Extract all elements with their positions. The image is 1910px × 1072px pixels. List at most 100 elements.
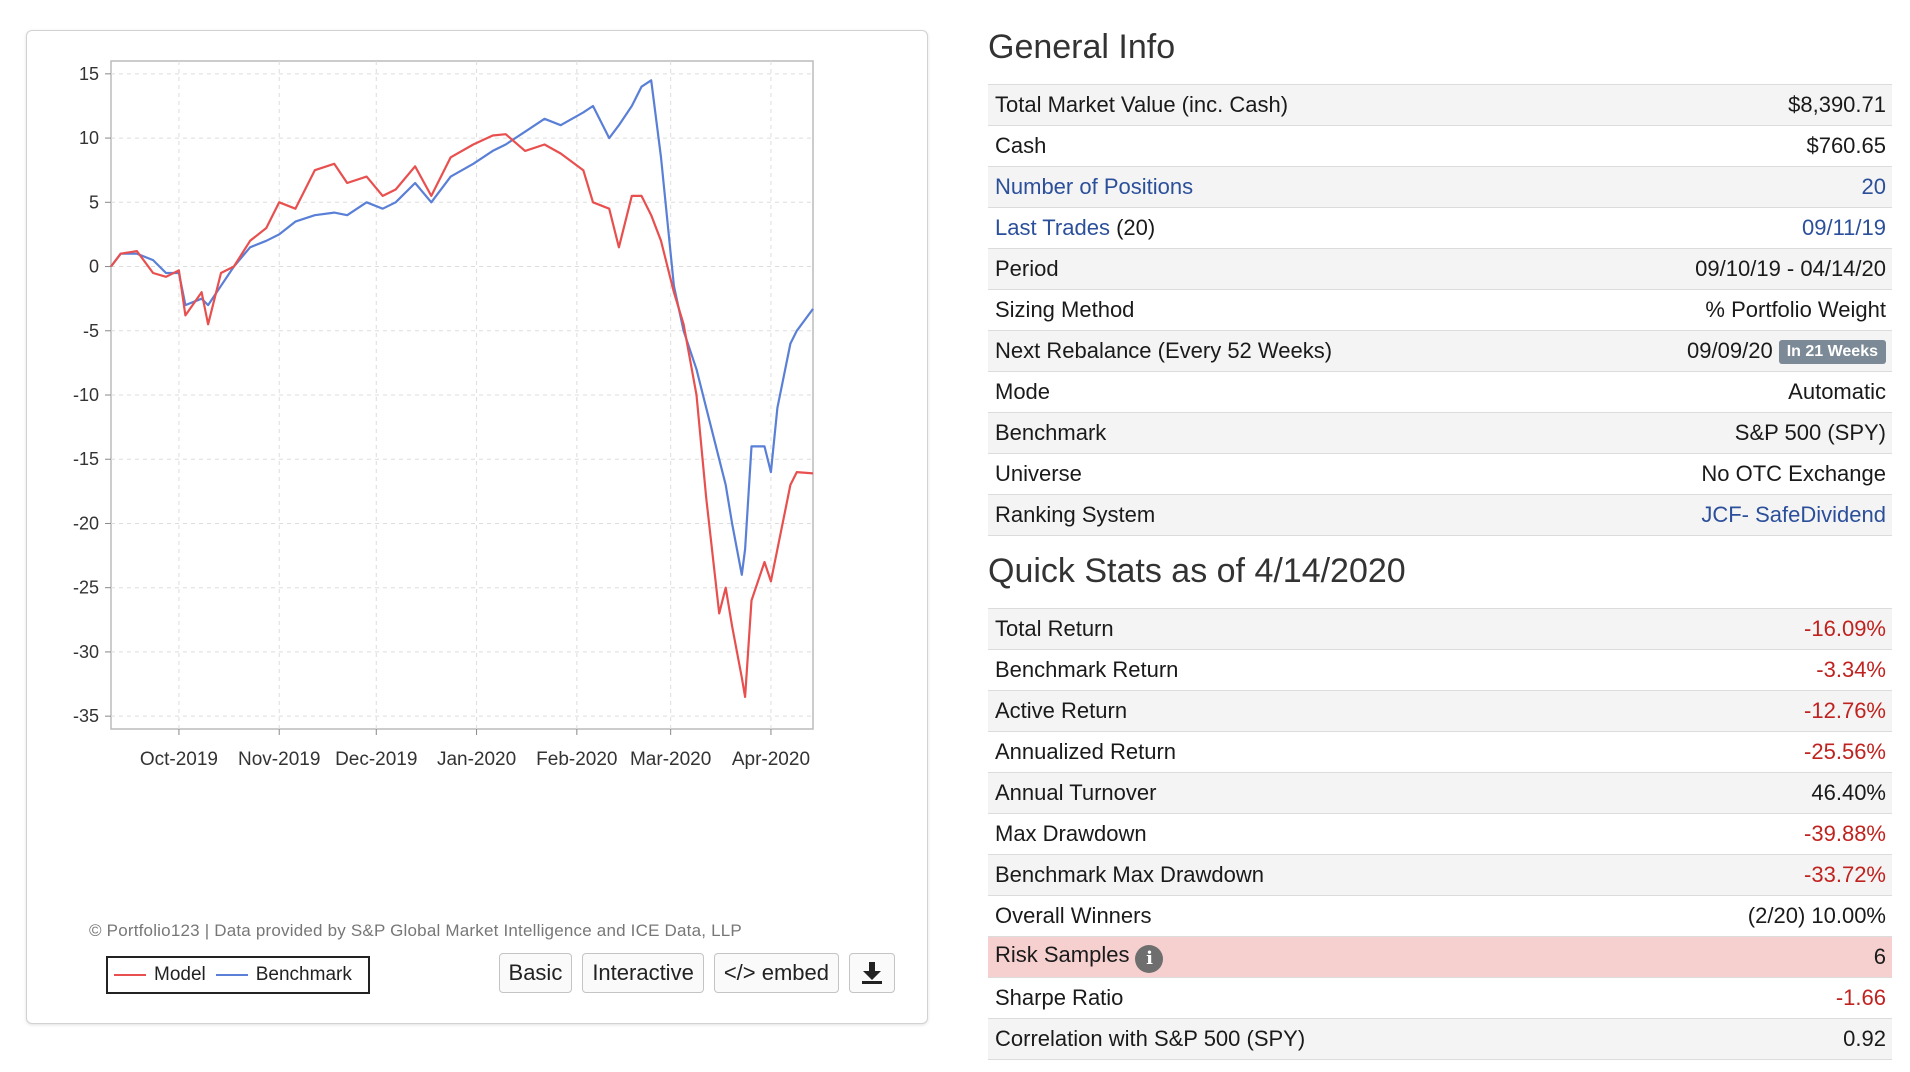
positions-count-link[interactable]: 20	[1861, 174, 1886, 199]
row-label: Max Drawdown	[988, 813, 1604, 855]
chart-view-buttons: Basic Interactive </> embed	[498, 953, 895, 993]
row-label: Total Return	[988, 608, 1604, 650]
row-total-return: Total Return -16.09%	[988, 608, 1892, 650]
row-annualized-return: Annualized Return -25.56%	[988, 731, 1892, 773]
row-value: $760.65	[1551, 125, 1892, 167]
quick-stats-table: Total Return -16.09% Benchmark Return -3…	[988, 608, 1892, 1060]
row-value: 46.40%	[1603, 772, 1892, 814]
x-tick-label: Jan-2020	[437, 749, 516, 770]
row-active-return: Active Return -12.76%	[988, 690, 1892, 732]
chart-credit: © Portfolio123 | Data provided by S&P Gl…	[89, 921, 742, 940]
row-label: Period	[988, 248, 1552, 290]
row-value: -12.76%	[1603, 690, 1892, 732]
row-ranking-system: Ranking System JCF- SafeDividend	[988, 494, 1892, 536]
y-tick-label: -10	[73, 385, 99, 405]
ranking-system-link[interactable]: JCF- SafeDividend	[1701, 502, 1886, 527]
row-value: -25.56%	[1603, 731, 1892, 773]
info-icon[interactable]: i	[1135, 944, 1164, 973]
row-value: Automatic	[1551, 371, 1892, 413]
row-label: Annual Turnover	[988, 772, 1604, 814]
row-period: Period 09/10/19 - 04/14/20	[988, 248, 1892, 290]
download-icon	[862, 962, 882, 984]
rebalance-badge: In 21 Weeks	[1778, 340, 1886, 364]
interactive-button[interactable]: Interactive	[582, 953, 704, 993]
row-value: -3.34%	[1603, 649, 1892, 691]
legend-item-model: Model	[114, 964, 206, 986]
row-correlation: Correlation with S&P 500 (SPY) 0.92	[988, 1018, 1892, 1060]
row-benchmark: Benchmark S&P 500 (SPY)	[988, 412, 1892, 454]
row-label: Overall Winners	[988, 895, 1604, 937]
y-tick-label: 15	[79, 64, 99, 84]
y-tick-label: 0	[89, 257, 99, 277]
row-label: Universe	[988, 453, 1552, 495]
last-trades-link[interactable]: Last Trades	[995, 215, 1110, 240]
general-info-title: General Info	[988, 28, 1176, 66]
row-last-trades: Last Trades (20) 09/11/19	[988, 207, 1892, 249]
row-label: Active Return	[988, 690, 1604, 732]
row-universe: Universe No OTC Exchange	[988, 453, 1892, 495]
row-value: -1.66	[1603, 977, 1892, 1019]
row-cash: Cash $760.65	[988, 125, 1892, 167]
row-value: 0.92	[1603, 1018, 1892, 1060]
row-label: Total Market Value (inc. Cash)	[988, 84, 1552, 126]
y-tick-label: -20	[73, 513, 99, 533]
y-tick-label: -30	[73, 642, 99, 662]
y-tick-label: -15	[73, 449, 99, 469]
download-button[interactable]	[849, 953, 895, 993]
last-trade-date-link[interactable]: 09/11/19	[1801, 215, 1886, 240]
series-line-model	[110, 133, 814, 698]
row-label: Benchmark Return	[988, 649, 1604, 691]
y-tick-label: -25	[73, 578, 99, 598]
row-value: -16.09%	[1603, 608, 1892, 650]
row-next-rebalance: Next Rebalance (Every 52 Weeks) 09/09/20…	[988, 330, 1892, 372]
row-label: Next Rebalance (Every 52 Weeks)	[988, 330, 1552, 372]
legend-label-model: Model	[154, 964, 206, 985]
row-label: Sharpe Ratio	[988, 977, 1604, 1019]
row-benchmark-return: Benchmark Return -3.34%	[988, 649, 1892, 691]
basic-button[interactable]: Basic	[498, 953, 573, 993]
row-value: -33.72%	[1603, 854, 1892, 896]
x-tick-label: Mar-2020	[630, 749, 711, 770]
row-label: Ranking System	[988, 494, 1552, 536]
row-label: Benchmark Max Drawdown	[988, 854, 1604, 896]
y-tick-label: 5	[89, 192, 99, 212]
legend-swatch-model	[114, 974, 146, 976]
embed-button[interactable]: </> embed	[713, 953, 839, 993]
row-value: No OTC Exchange	[1551, 453, 1892, 495]
number-of-positions-link[interactable]: Number of Positions	[995, 174, 1194, 199]
row-total-market-value: Total Market Value (inc. Cash) $8,390.71	[988, 84, 1892, 126]
row-annual-turnover: Annual Turnover 46.40%	[988, 772, 1892, 814]
row-label: Sizing Method	[988, 289, 1552, 331]
row-value: 09/10/19 - 04/14/20	[1551, 248, 1892, 290]
row-mode: Mode Automatic	[988, 371, 1892, 413]
row-value: % Portfolio Weight	[1551, 289, 1892, 331]
y-tick-label: -35	[73, 706, 99, 726]
x-tick-label: Apr-2020	[732, 749, 810, 770]
row-label: Cash	[988, 125, 1552, 167]
x-tick-label: Nov-2019	[238, 749, 320, 770]
legend-swatch-benchmark	[215, 974, 248, 976]
info-panel: General Info Total Market Value (inc. Ca…	[988, 24, 1892, 1060]
row-label: Correlation with S&P 500 (SPY)	[988, 1018, 1604, 1060]
last-trades-count: (20)	[1109, 215, 1156, 240]
row-sizing-method: Sizing Method % Portfolio Weight	[988, 289, 1892, 331]
chart-legend: Model Benchmark	[106, 956, 370, 994]
row-value: 09/09/20	[1687, 338, 1773, 363]
legend-item-benchmark: Benchmark	[215, 964, 352, 986]
performance-chart-card: 15 10 5 0 -5 -10 -15 -20 -25 -30 -35 Oct-2019 Nov-20…	[26, 30, 928, 1024]
legend-label-benchmark: Benchmark	[255, 964, 352, 985]
quick-stats-title: Quick Stats as of 4/14/2020	[988, 552, 1406, 590]
row-label: Benchmark	[988, 412, 1552, 454]
performance-chart: 15 10 5 0 -5 -10 -15 -20 -25 -30 -35 Oct-2019 Nov-20…	[73, 60, 814, 770]
row-max-drawdown: Max Drawdown -39.88%	[988, 813, 1892, 855]
x-tick-label: Oct-2019	[140, 749, 218, 770]
row-label: Risk Samples	[995, 941, 1130, 967]
y-tick-label: 10	[79, 128, 99, 148]
row-value: (2/20) 10.00%	[1603, 895, 1892, 937]
x-tick-label: Feb-2020	[536, 749, 617, 770]
row-label: Mode	[988, 371, 1552, 413]
x-tick-label: Dec-2019	[335, 749, 417, 770]
row-overall-winners: Overall Winners (2/20) 10.00%	[988, 895, 1892, 937]
series-line-benchmark	[110, 79, 814, 576]
row-benchmark-max-drawdown: Benchmark Max Drawdown -33.72%	[988, 854, 1892, 896]
